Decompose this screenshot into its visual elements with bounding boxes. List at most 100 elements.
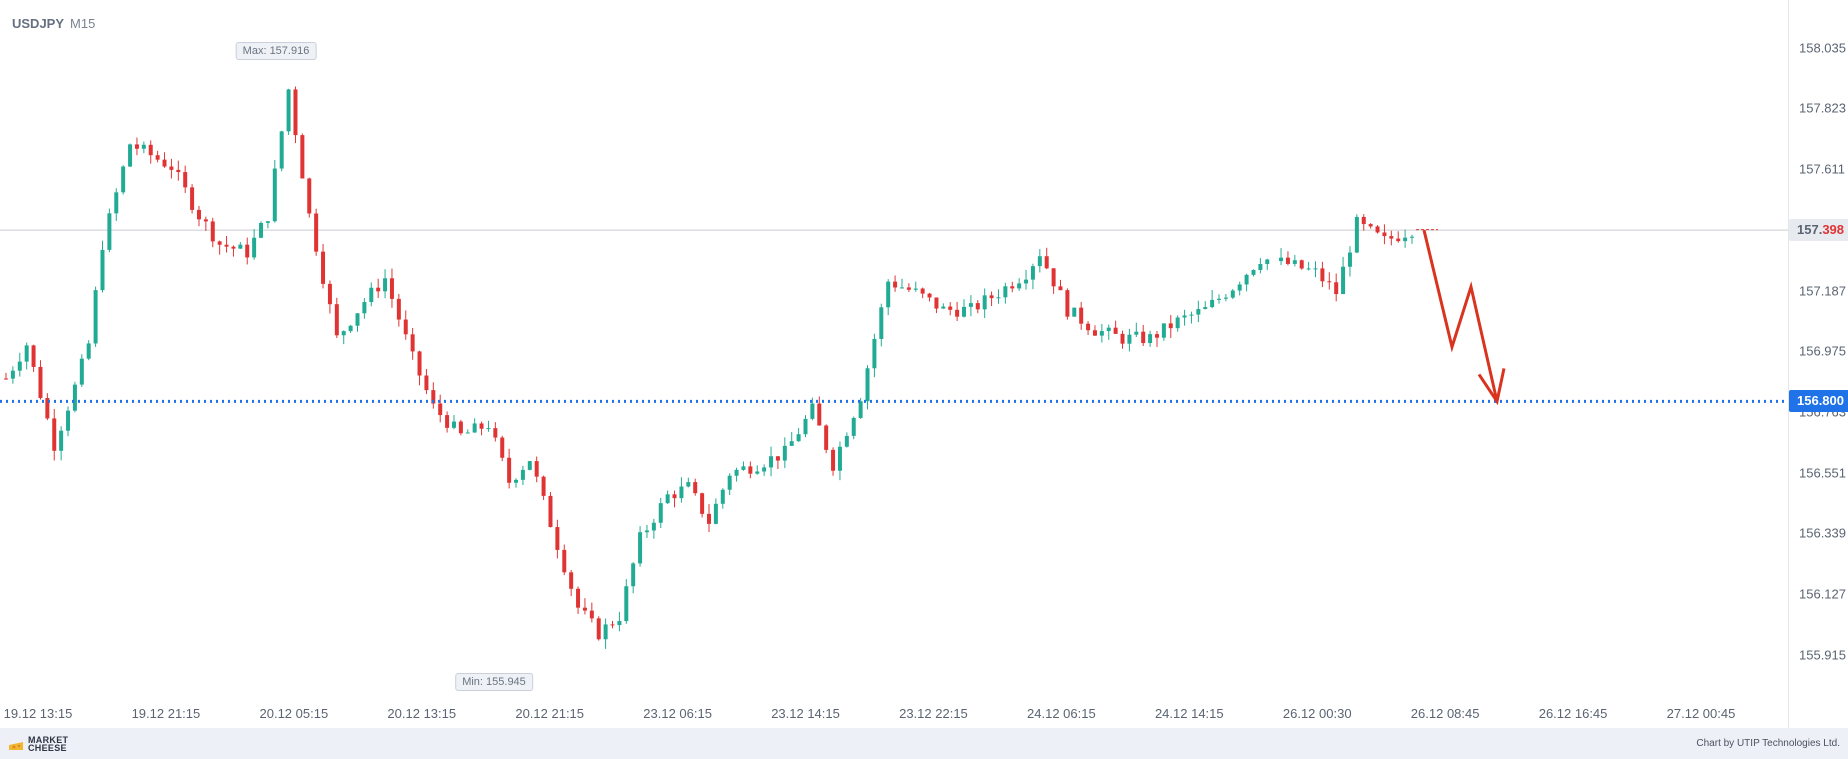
candle-body — [1037, 256, 1042, 267]
candle-body — [872, 338, 877, 369]
price-tick-label: 157.823 — [1799, 100, 1846, 116]
candle-body — [1072, 307, 1077, 317]
last-price-highlight: 398 — [1822, 222, 1845, 238]
candle-body — [562, 549, 567, 573]
candle-body — [507, 457, 512, 483]
candle-body — [1382, 232, 1387, 237]
candle-body — [1086, 323, 1091, 331]
last-price-prefix: 157. — [1797, 222, 1823, 238]
candle-body — [369, 287, 374, 303]
time-tick-label: 27.12 00:45 — [1666, 706, 1736, 721]
candle-body — [548, 495, 553, 528]
candle-body — [458, 421, 463, 434]
candle-body — [334, 304, 339, 336]
candle-body — [1292, 260, 1297, 264]
candle-body — [858, 401, 863, 418]
candle-body — [169, 166, 174, 170]
candle-body — [899, 287, 904, 289]
symbol-name: USDJPY — [12, 16, 65, 31]
candle-body — [720, 489, 725, 504]
candle-body — [541, 476, 546, 496]
brand-line-1: MARKET — [28, 735, 69, 745]
time-tick-label: 20.12 05:15 — [259, 706, 329, 721]
price-axis[interactable]: 158.035 157.823 157.611 157.398 157.187 156.9… — [1788, 0, 1848, 728]
candle-body — [279, 131, 284, 169]
candle-body — [576, 588, 581, 608]
candle-body — [376, 287, 381, 292]
candle-body — [913, 288, 918, 290]
symbol-header: USDJPY M15 — [12, 16, 95, 31]
candle-body — [321, 251, 326, 284]
candle-body — [114, 192, 119, 214]
brand-name: MARKET CHEESE — [28, 735, 69, 753]
candle-body — [1237, 284, 1242, 291]
candle-body — [17, 361, 22, 371]
candle-body — [589, 610, 594, 619]
candle-body — [1279, 257, 1284, 262]
candle-body — [348, 325, 353, 332]
chart-credit: Chart by UTIP Technologies Ltd. — [1696, 738, 1840, 749]
candle-body — [638, 532, 643, 564]
candle-body — [1306, 268, 1311, 270]
candle-body — [658, 503, 663, 523]
time-axis[interactable]: 19.12 13:15 19.12 21:15 20.12 05:15 20.12 1… — [0, 700, 1788, 728]
candle-body — [762, 467, 767, 472]
brand-logo[interactable]: MARKET CHEESE — [8, 735, 69, 753]
candle-body — [1203, 307, 1208, 310]
candle-body — [693, 482, 698, 494]
candle-body — [1223, 297, 1228, 299]
candle-body — [989, 295, 994, 299]
candle-body — [210, 221, 215, 242]
time-tick-label: 26.12 16:45 — [1538, 706, 1608, 721]
candle-body — [500, 437, 505, 458]
candle-body — [100, 249, 105, 291]
candle-body — [934, 297, 939, 309]
candle-body — [672, 494, 677, 499]
candle-body — [183, 172, 188, 188]
candle-body — [307, 178, 312, 214]
candle-body — [789, 441, 794, 446]
candle-body — [1196, 309, 1201, 315]
candle-body — [679, 486, 684, 499]
candle-body — [775, 456, 780, 461]
candle-body — [755, 471, 760, 474]
candle-body — [879, 307, 884, 339]
candle-body — [1065, 290, 1070, 317]
target-price-tag: 156.800 — [1789, 390, 1848, 413]
candle-body — [79, 358, 84, 385]
candle-body — [617, 621, 622, 626]
candle-body — [383, 278, 388, 292]
candle-body — [4, 378, 8, 380]
candle-body — [72, 384, 77, 411]
candle-body — [1313, 268, 1318, 270]
min-price-label: Min: 155.945 — [455, 673, 533, 691]
candle-body — [1161, 323, 1166, 338]
time-tick-label: 20.12 13:15 — [387, 706, 457, 721]
candle-body — [824, 425, 829, 450]
candle-body — [948, 306, 953, 310]
candle-body — [155, 155, 160, 160]
candle-body — [86, 343, 91, 359]
candle-body — [893, 281, 898, 288]
candle-body — [45, 398, 50, 419]
candle-body — [1244, 274, 1249, 285]
candle-body — [1265, 259, 1270, 265]
price-tick-label: 155.915 — [1799, 647, 1846, 663]
candle-body — [748, 466, 753, 474]
candle-body — [1079, 307, 1084, 324]
candle-body — [727, 475, 732, 490]
candle-body — [713, 503, 718, 524]
candle-body — [534, 461, 539, 477]
candle-body — [389, 278, 394, 299]
candle-body — [596, 618, 601, 640]
candle-body — [1230, 290, 1235, 298]
candle-body — [272, 168, 277, 222]
candle-body — [962, 306, 967, 317]
time-tick-label: 26.12 00:30 — [1282, 706, 1352, 721]
candle-body — [975, 303, 980, 310]
candle-body — [651, 522, 656, 531]
candle-body — [1217, 298, 1222, 300]
candle-body — [431, 390, 436, 404]
candle-body — [1134, 331, 1139, 335]
price-chart[interactable] — [0, 0, 1788, 700]
